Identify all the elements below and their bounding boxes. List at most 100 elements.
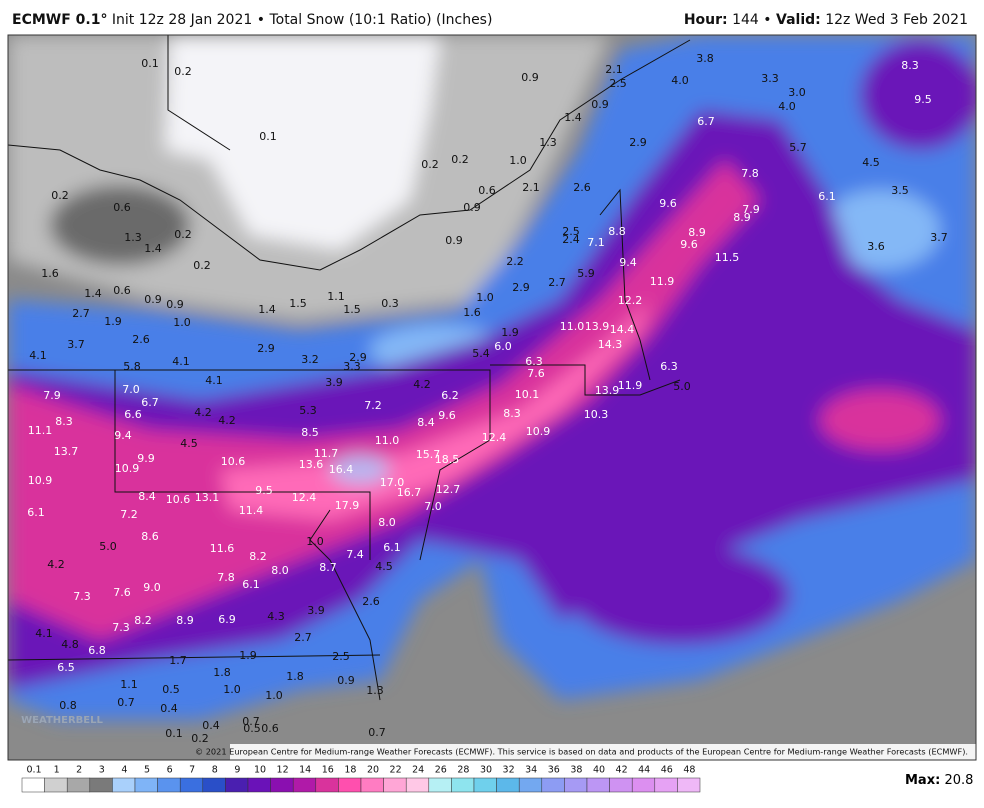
legend-label: 16	[322, 765, 334, 776]
snow-label: 6.8	[88, 644, 106, 657]
snow-label: 10.6	[221, 455, 246, 468]
legend-label: 42	[616, 765, 628, 776]
legend-swatch	[609, 777, 633, 793]
copyright: © 2021 European Centre for Medium-range …	[195, 747, 968, 757]
snow-label: 5.0	[99, 540, 117, 553]
snow-label: 1.0	[173, 316, 191, 329]
snow-label: 8.9	[176, 614, 194, 627]
snow-label: 0.8	[59, 699, 77, 712]
snow-label: 3.2	[301, 353, 319, 366]
snow-label: 3.6	[867, 240, 885, 253]
snow-label: 13.7	[54, 445, 79, 458]
snow-label: 6.5	[57, 661, 75, 674]
hour-label: Hour:	[684, 12, 728, 28]
header-left: ECMWF 0.1° Init 12z 28 Jan 2021 • Total …	[12, 12, 492, 28]
snow-label: 17.0	[380, 476, 405, 489]
snow-label: 9.5	[255, 484, 273, 497]
snow-shading	[8, 35, 976, 720]
legend-label: 44	[638, 765, 650, 776]
legend-label: 28	[457, 765, 469, 776]
legend-label: 14	[299, 765, 311, 776]
snow-label: 13.1	[195, 491, 220, 504]
snow-label: 1.4	[258, 303, 276, 316]
snow-label: 12.4	[292, 491, 317, 504]
snow-label: 5.0	[673, 380, 691, 393]
snow-label: 8.2	[134, 614, 152, 627]
legend-label: 30	[480, 765, 492, 776]
legend-swatch	[654, 777, 678, 793]
snow-label: 4.2	[413, 378, 431, 391]
snow-label: 0.9	[521, 71, 539, 84]
legend-label: 36	[548, 765, 560, 776]
legend-swatch	[405, 777, 430, 793]
snow-label: 1.4	[84, 287, 102, 300]
snow-label: 4.5	[862, 156, 880, 169]
snow-label: 0.7	[368, 726, 386, 739]
snow-label: 1.0	[509, 154, 527, 167]
snow-label: 0.4	[160, 702, 178, 715]
snow-label: 0.5	[162, 683, 180, 696]
snow-label: 0.2	[51, 189, 69, 202]
snow-label: 1.5	[289, 297, 307, 310]
legend-swatch	[451, 777, 475, 793]
snow-label: 1.1	[327, 290, 345, 303]
snow-label: 4.0	[778, 100, 796, 113]
watermark: WEATHERBELL	[21, 715, 103, 726]
snow-label: 5.3	[299, 404, 317, 417]
snow-label: 1.8	[213, 666, 231, 679]
snow-label: 8.9	[688, 226, 706, 239]
legend-swatch	[496, 777, 520, 793]
snow-label: 7.2	[364, 399, 382, 412]
max: Max: 20.8	[905, 773, 973, 788]
legend-swatch	[518, 777, 543, 793]
snow-label: 3.0	[788, 86, 806, 99]
snow-label: 11.9	[618, 379, 643, 392]
snow-label: 16.7	[397, 486, 422, 499]
snow-label: 9.6	[438, 409, 456, 422]
snow-label: 3.7	[930, 231, 948, 244]
snow-label: 11.1	[28, 424, 53, 437]
snow-label: 17.9	[335, 499, 360, 512]
snow-label: 7.9	[742, 203, 760, 216]
snow-label: 10.9	[526, 425, 551, 438]
snow-label: 4.1	[205, 374, 223, 387]
snow-label: 8.3	[503, 407, 521, 420]
snow-label: 7.0	[122, 383, 140, 396]
snow-label: 10.9	[28, 474, 53, 487]
snow-label: 9.6	[659, 197, 677, 210]
snow-label: 4.5	[375, 560, 393, 573]
legend-swatch	[225, 777, 249, 793]
legend-swatch	[428, 777, 452, 793]
snow-label: 1.3	[539, 136, 557, 149]
snow-label: 3.9	[307, 604, 325, 617]
snow-label: 0.1	[141, 57, 159, 70]
legend-label: 18	[344, 765, 356, 776]
copyright-bg	[230, 744, 976, 760]
snow-label: 8.4	[417, 416, 435, 429]
legend-swatch	[202, 777, 226, 793]
snow-label: 4.3	[267, 610, 285, 623]
snow-label: 2.2	[506, 255, 524, 268]
legend-label: 6	[167, 765, 173, 776]
snow-label: 7.6	[113, 586, 131, 599]
snow-label: 0.2	[193, 259, 211, 272]
snow-label: 10.1	[515, 388, 540, 401]
legend-label: 40	[593, 765, 605, 776]
snow-label: 0.9	[166, 298, 184, 311]
snow-label: 7.0	[424, 500, 442, 513]
snow-label: 0.2	[421, 158, 439, 171]
snow-label: 0.3	[381, 297, 399, 310]
snow-label: 0.9	[445, 234, 463, 247]
snow-label: 0.7	[117, 696, 135, 709]
legend-swatch	[360, 777, 384, 793]
snow-label: 6.1	[27, 506, 45, 519]
snow-label: 10.3	[584, 408, 609, 421]
snow-label: 2.1	[605, 63, 623, 76]
snow-label: 1.9	[501, 326, 519, 339]
separator: •	[763, 12, 771, 28]
legend-label: 12	[277, 765, 289, 776]
snow-label: 2.6	[573, 181, 591, 194]
snow-label: 1.3	[124, 231, 142, 244]
snow-label: 11.6	[210, 542, 235, 555]
map-labels: 0.10.2 0.92.12.5 4.03.83.33.04.08.39.50.91…	[27, 52, 948, 745]
